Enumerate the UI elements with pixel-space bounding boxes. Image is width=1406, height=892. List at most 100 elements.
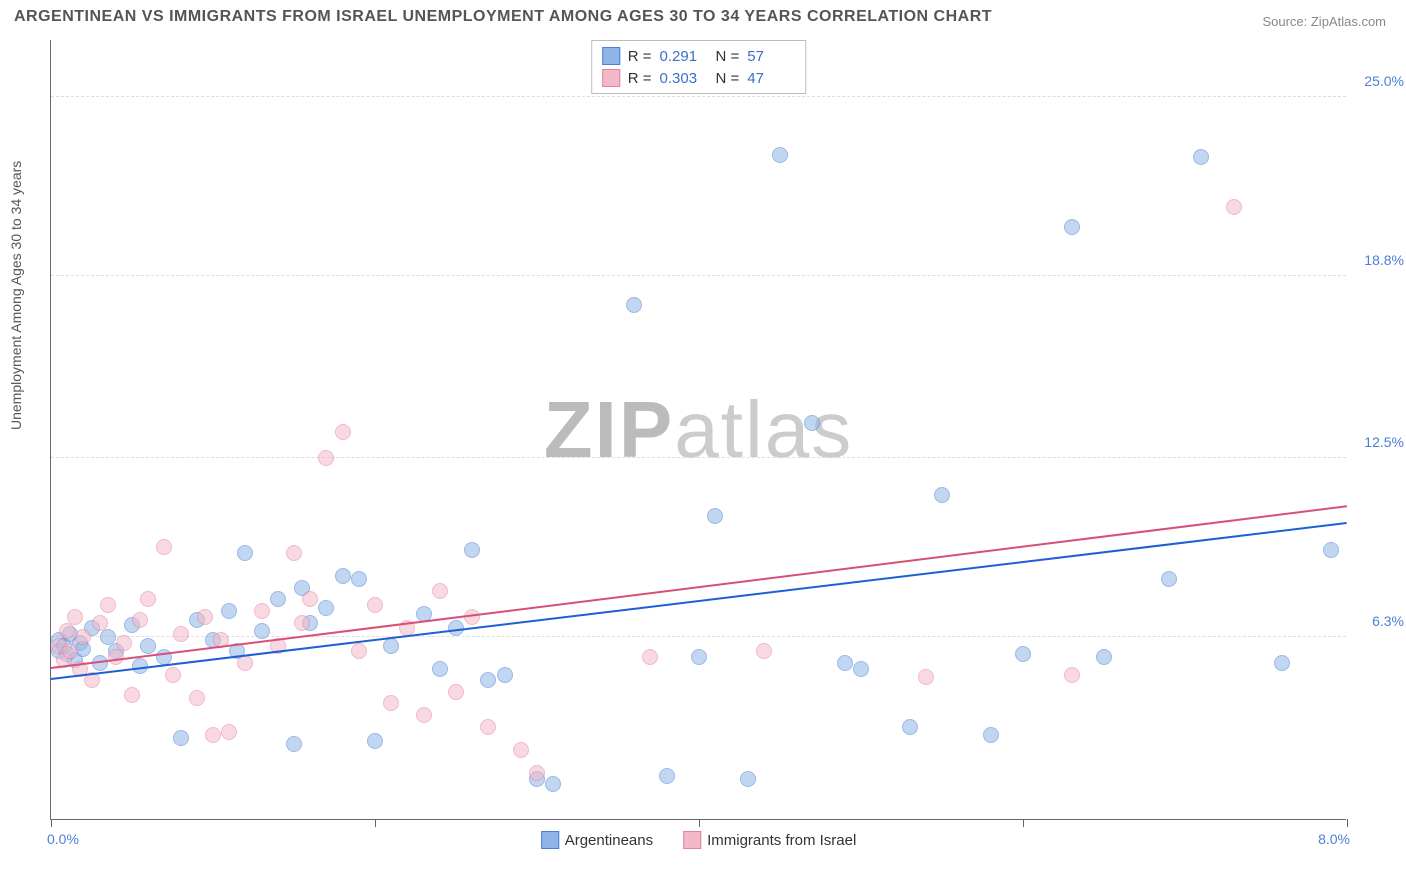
scatter-point <box>286 545 302 561</box>
r-value-1: 0.291 <box>660 48 708 65</box>
watermark-zip: ZIP <box>544 385 674 474</box>
scatter-point <box>237 655 253 671</box>
scatter-point <box>254 603 270 619</box>
legend-item-1: Argentineans <box>541 831 653 849</box>
y-tick-label: 12.5% <box>1354 434 1404 450</box>
scatter-point <box>335 424 351 440</box>
gridline <box>51 636 1346 637</box>
stats-row-series2: R = 0.303 N = 47 <box>602 67 796 89</box>
scatter-point <box>132 612 148 628</box>
legend-swatch-2 <box>683 831 701 849</box>
watermark-atlas: atlas <box>674 385 853 474</box>
scatter-point <box>294 615 310 631</box>
series-legend: Argentineans Immigrants from Israel <box>541 831 857 849</box>
n-value-1: 57 <box>747 48 795 65</box>
scatter-point <box>432 583 448 599</box>
scatter-point <box>432 661 448 677</box>
gridline <box>51 275 1346 276</box>
scatter-point <box>237 545 253 561</box>
y-tick-label: 6.3% <box>1354 613 1404 629</box>
scatter-point <box>351 643 367 659</box>
scatter-point <box>189 690 205 706</box>
scatter-point <box>100 629 116 645</box>
gridline <box>51 96 1346 97</box>
n-label-1: N = <box>716 48 740 65</box>
swatch-series1 <box>602 47 620 65</box>
scatter-point <box>480 719 496 735</box>
scatter-point <box>691 649 707 665</box>
scatter-point <box>173 626 189 642</box>
scatter-point <box>756 643 772 659</box>
scatter-point <box>116 635 132 651</box>
scatter-point <box>1064 667 1080 683</box>
scatter-point <box>140 591 156 607</box>
scatter-point <box>302 591 318 607</box>
scatter-point <box>59 623 75 639</box>
scatter-point <box>804 415 820 431</box>
y-axis-label: Unemployment Among Ages 30 to 34 years <box>8 161 24 430</box>
scatter-point <box>367 597 383 613</box>
scatter-point <box>254 623 270 639</box>
x-tick <box>699 819 700 827</box>
scatter-point <box>464 542 480 558</box>
x-min-label: 0.0% <box>47 831 79 847</box>
scatter-point <box>983 727 999 743</box>
scatter-point <box>1193 149 1209 165</box>
scatter-point <box>92 615 108 631</box>
x-tick <box>375 819 376 827</box>
scatter-point <box>772 147 788 163</box>
scatter-point <box>221 603 237 619</box>
scatter-point <box>318 600 334 616</box>
scatter-point <box>1274 655 1290 671</box>
trend-line <box>51 505 1347 669</box>
scatter-point <box>383 638 399 654</box>
legend-label-1: Argentineans <box>565 832 653 849</box>
scatter-point <box>165 667 181 683</box>
scatter-point <box>100 597 116 613</box>
correlation-stats-box: R = 0.291 N = 57 R = 0.303 N = 47 <box>591 40 807 94</box>
scatter-point <box>1161 571 1177 587</box>
chart-title: ARGENTINEAN VS IMMIGRANTS FROM ISRAEL UN… <box>14 8 992 26</box>
scatter-point <box>221 724 237 740</box>
source-label: Source: ZipAtlas.com <box>1262 14 1386 29</box>
scatter-point <box>918 669 934 685</box>
scatter-point <box>626 297 642 313</box>
r-label-2: R = <box>628 70 652 87</box>
scatter-point <box>902 719 918 735</box>
scatter-point <box>1015 646 1031 662</box>
x-tick <box>51 819 52 827</box>
scatter-point <box>497 667 513 683</box>
scatter-point <box>75 629 91 645</box>
scatter-point <box>367 733 383 749</box>
scatter-point <box>1323 542 1339 558</box>
scatter-point <box>1064 219 1080 235</box>
scatter-point <box>62 643 78 659</box>
scatter-point <box>1096 649 1112 665</box>
scatter-point <box>529 765 545 781</box>
scatter-point <box>156 539 172 555</box>
scatter-point <box>318 450 334 466</box>
scatter-point <box>173 730 189 746</box>
y-tick-label: 18.8% <box>1354 252 1404 268</box>
scatter-point <box>205 727 221 743</box>
scatter-point <box>286 736 302 752</box>
legend-swatch-1 <box>541 831 559 849</box>
r-label-1: R = <box>628 48 652 65</box>
x-max-label: 8.0% <box>1318 831 1350 847</box>
scatter-point <box>67 609 83 625</box>
scatter-point <box>740 771 756 787</box>
scatter-point <box>270 591 286 607</box>
y-tick-label: 25.0% <box>1354 73 1404 89</box>
r-value-2: 0.303 <box>660 70 708 87</box>
n-label-2: N = <box>716 70 740 87</box>
gridline <box>51 457 1346 458</box>
scatter-point <box>853 661 869 677</box>
stats-row-series1: R = 0.291 N = 57 <box>602 45 796 67</box>
scatter-point <box>335 568 351 584</box>
scatter-point <box>1226 199 1242 215</box>
scatter-point <box>416 707 432 723</box>
scatter-point <box>934 487 950 503</box>
scatter-point <box>351 571 367 587</box>
x-tick <box>1023 819 1024 827</box>
swatch-series2 <box>602 69 620 87</box>
